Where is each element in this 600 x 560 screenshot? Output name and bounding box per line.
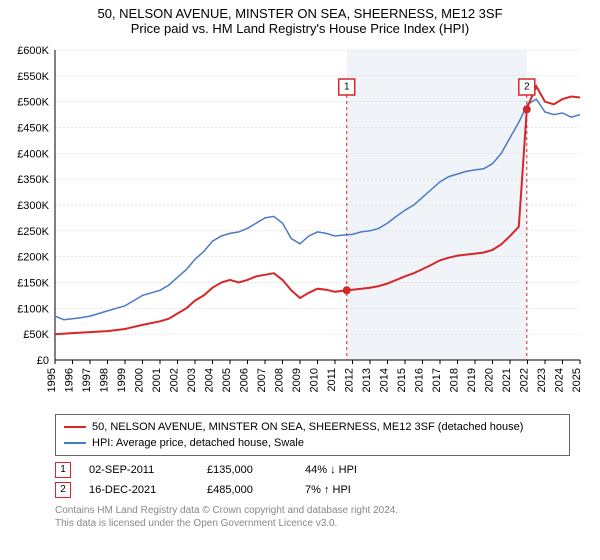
svg-text:1998: 1998 [99, 368, 111, 392]
svg-text:2021: 2021 [501, 368, 513, 392]
svg-text:£0: £0 [37, 355, 49, 367]
svg-text:£100K: £100K [17, 303, 49, 315]
svg-text:£600K: £600K [17, 45, 49, 57]
svg-text:£450K: £450K [17, 123, 49, 135]
svg-text:2005: 2005 [221, 368, 233, 392]
svg-text:£150K: £150K [17, 278, 49, 290]
sale-diff: 44% ↓ HPI [305, 460, 395, 480]
svg-text:1995: 1995 [46, 368, 58, 392]
svg-text:2014: 2014 [379, 368, 391, 392]
svg-text:2009: 2009 [291, 368, 303, 392]
svg-text:2016: 2016 [414, 368, 426, 392]
svg-text:2019: 2019 [466, 368, 478, 392]
sale-marker-icon: 2 [55, 482, 71, 498]
svg-text:£350K: £350K [17, 174, 49, 186]
svg-text:£400K: £400K [17, 148, 49, 160]
sale-marker-icon: 1 [55, 462, 71, 478]
sale-row: 1 02-SEP-2011 £135,000 44% ↓ HPI [55, 460, 570, 480]
svg-text:£300K: £300K [17, 200, 49, 212]
legend-swatch [64, 442, 86, 444]
chart-title-main: 50, NELSON AVENUE, MINSTER ON SEA, SHEER… [0, 0, 600, 21]
svg-text:£50K: £50K [23, 329, 49, 341]
svg-text:2: 2 [524, 82, 530, 93]
sale-price: £485,000 [207, 480, 287, 500]
svg-text:2004: 2004 [204, 368, 216, 392]
svg-text:£200K: £200K [17, 252, 49, 264]
legend-label: 50, NELSON AVENUE, MINSTER ON SEA, SHEER… [92, 419, 523, 435]
svg-text:2007: 2007 [256, 368, 268, 392]
svg-text:2018: 2018 [449, 368, 461, 392]
svg-text:2003: 2003 [186, 368, 198, 392]
svg-text:2017: 2017 [431, 368, 443, 392]
svg-text:2024: 2024 [554, 368, 566, 392]
svg-text:£500K: £500K [17, 97, 49, 109]
svg-text:2023: 2023 [536, 368, 548, 392]
sale-date: 16-DEC-2021 [89, 480, 189, 500]
legend-swatch [64, 426, 86, 428]
svg-text:1997: 1997 [81, 368, 93, 392]
svg-text:1996: 1996 [64, 368, 76, 392]
chart-plot: £0 £50K £100K £150K £200K £250K £300K £350K £400… [0, 40, 600, 410]
legend-item: HPI: Average price, detached house, Swal… [64, 435, 561, 451]
svg-text:2001: 2001 [151, 368, 163, 392]
chart-title-sub: Price paid vs. HM Land Registry's House … [0, 21, 600, 40]
svg-text:2015: 2015 [396, 368, 408, 392]
svg-text:2013: 2013 [361, 368, 373, 392]
legend-item: 50, NELSON AVENUE, MINSTER ON SEA, SHEER… [64, 419, 561, 435]
legend-label: HPI: Average price, detached house, Swal… [92, 435, 304, 451]
sale-price: £135,000 [207, 460, 287, 480]
sales-table: 1 02-SEP-2011 £135,000 44% ↓ HPI 2 16-DEC-202… [55, 460, 570, 500]
svg-text:1: 1 [344, 82, 350, 93]
svg-text:2020: 2020 [484, 368, 496, 392]
svg-text:£250K: £250K [17, 226, 49, 238]
svg-text:2010: 2010 [309, 368, 321, 392]
sale-diff: 7% ↑ HPI [305, 480, 395, 500]
svg-text:2025: 2025 [571, 368, 583, 392]
svg-text:1999: 1999 [116, 368, 128, 392]
sale-row: 2 16-DEC-2021 £485,000 7% ↑ HPI [55, 480, 570, 500]
footer-attribution: Contains HM Land Registry data © Crown c… [55, 504, 570, 530]
svg-text:2000: 2000 [134, 368, 146, 392]
svg-text:2022: 2022 [519, 368, 531, 392]
footer-line1: Contains HM Land Registry data © Crown c… [55, 504, 570, 517]
svg-text:2006: 2006 [239, 368, 251, 392]
svg-text:£550K: £550K [17, 71, 49, 83]
sale-date: 02-SEP-2011 [89, 460, 189, 480]
svg-text:2011: 2011 [326, 368, 338, 392]
svg-text:2012: 2012 [344, 368, 356, 392]
footer-line2: This data is licensed under the Open Gov… [55, 517, 570, 530]
legend: 50, NELSON AVENUE, MINSTER ON SEA, SHEER… [55, 414, 570, 456]
svg-text:2008: 2008 [274, 368, 286, 392]
svg-text:2002: 2002 [169, 368, 181, 392]
